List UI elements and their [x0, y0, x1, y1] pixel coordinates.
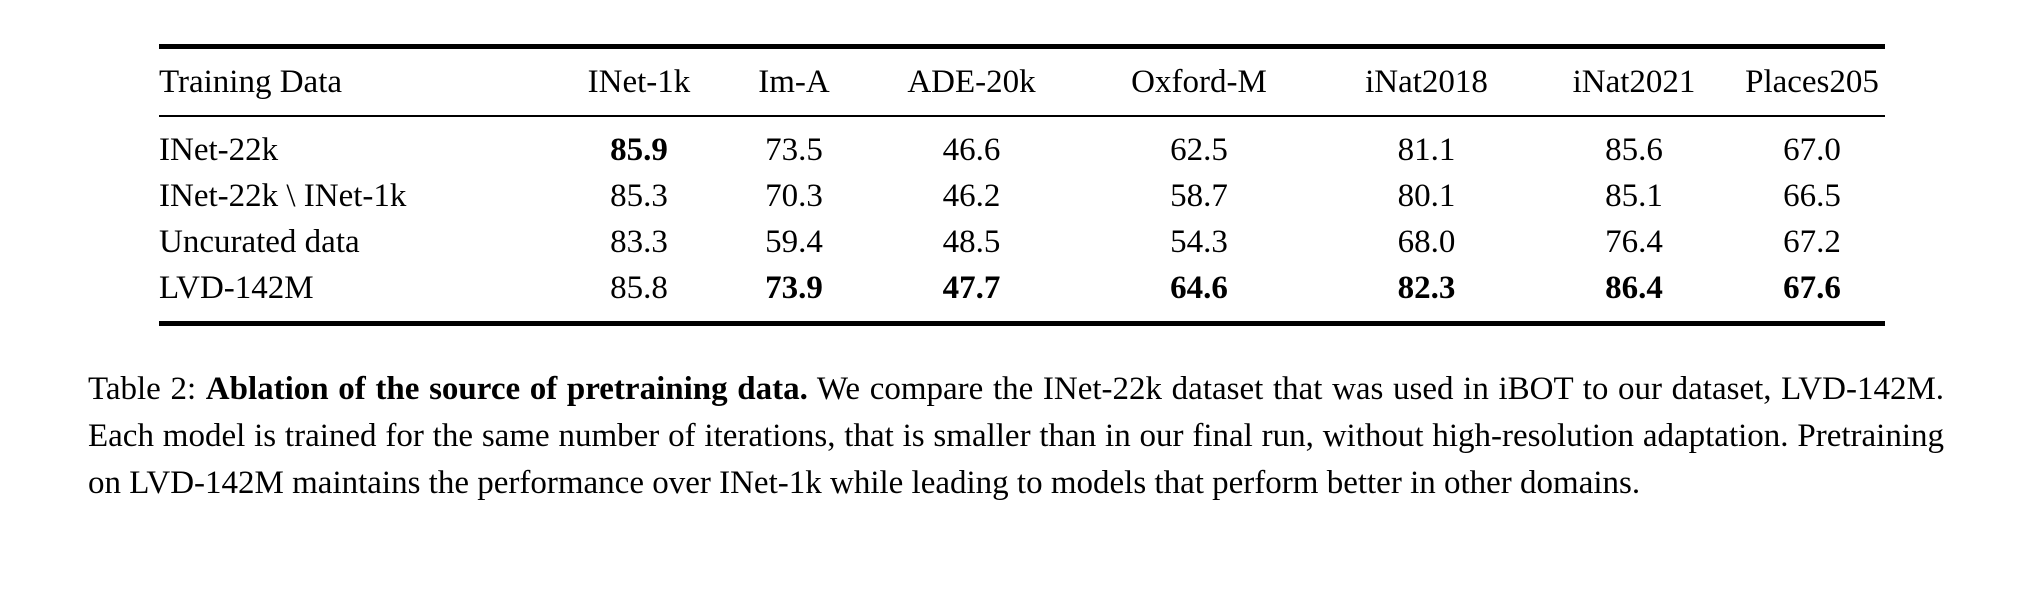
row-label: Uncurated data	[159, 223, 360, 260]
column-header-inat2018: iNat2018	[1365, 63, 1488, 100]
metric-value: 73.9	[765, 269, 823, 306]
caption-tag: Table 2:	[88, 371, 197, 407]
metric-value: 70.3	[765, 177, 823, 214]
column-header-oxford-m: Oxford-M	[1131, 63, 1267, 100]
metric-value: 85.6	[1605, 131, 1663, 168]
results-table-container: Training Data INet-1k Im-A ADE-20k Oxford-M i…	[159, 44, 1885, 326]
caption-title: Ablation of the source of pretraining da…	[205, 371, 808, 407]
table-row: LVD-142M 85.8 73.9 47.7 64.6 82.3 86.4 67.6	[159, 265, 1885, 324]
column-header-places205: Places205	[1745, 63, 1879, 100]
metric-value: 64.6	[1170, 269, 1228, 306]
table-row: Uncurated data 83.3 59.4 48.5 54.3 68.0 76.4 67…	[159, 219, 1885, 265]
metric-value: 81.1	[1397, 131, 1456, 168]
table-caption: Table 2: Ablation of the source of pretr…	[88, 366, 1944, 507]
metric-value: 54.3	[1170, 223, 1228, 260]
table-row: INet-22k 85.9 73.5 46.6 62.5 81.1 85.6 67.0	[159, 116, 1885, 173]
metric-value: 46.2	[942, 177, 1001, 214]
column-header-im-a: Im-A	[758, 63, 830, 100]
metric-value: 85.1	[1605, 177, 1663, 214]
metric-value: 68.0	[1397, 223, 1456, 260]
metric-value: 80.1	[1397, 177, 1456, 214]
results-table: Training Data INet-1k Im-A ADE-20k Oxford-M i…	[159, 44, 1885, 326]
metric-value: 83.3	[610, 223, 668, 260]
metric-value: 48.5	[942, 223, 1001, 260]
metric-value: 73.5	[765, 131, 823, 168]
table-header-row: Training Data INet-1k Im-A ADE-20k Oxford-M i…	[159, 47, 1885, 116]
metric-value: 67.2	[1783, 223, 1841, 260]
metric-value: 62.5	[1170, 131, 1228, 168]
caption-body: We compare the INet-22k dataset that was…	[88, 371, 1945, 501]
metric-value: 47.7	[942, 269, 1001, 306]
column-header-ade-20k: ADE-20k	[907, 63, 1036, 100]
column-header-training-data: Training Data	[159, 63, 343, 100]
metric-value: 85.3	[610, 177, 668, 214]
metric-value: 76.4	[1605, 223, 1663, 260]
metric-value: 58.7	[1170, 177, 1228, 214]
metric-value: 85.8	[610, 269, 668, 306]
table-head: Training Data INet-1k Im-A ADE-20k Oxford-M i…	[159, 47, 1885, 116]
row-label: LVD-142M	[159, 269, 314, 306]
column-header-inat2021: iNat2021	[1572, 63, 1696, 100]
table-body: INet-22k 85.9 73.5 46.6 62.5 81.1 85.6 67.0 INet…	[159, 116, 1885, 324]
metric-value: 66.5	[1783, 177, 1841, 214]
metric-value: 46.6	[942, 131, 1001, 168]
metric-value: 86.4	[1605, 269, 1663, 306]
table-row: INet-22k \ INet-1k 85.3 70.3 46.2 58.7 80.1 85…	[159, 173, 1885, 219]
metric-value: 67.0	[1783, 131, 1841, 168]
column-header-inet-1k: INet-1k	[587, 63, 691, 100]
metric-value: 82.3	[1397, 269, 1456, 306]
metric-value: 67.6	[1783, 269, 1841, 306]
row-label: INet-22k \ INet-1k	[159, 177, 407, 214]
row-label: INet-22k	[159, 131, 279, 168]
metric-value: 59.4	[765, 223, 823, 260]
metric-value: 85.9	[610, 131, 668, 168]
